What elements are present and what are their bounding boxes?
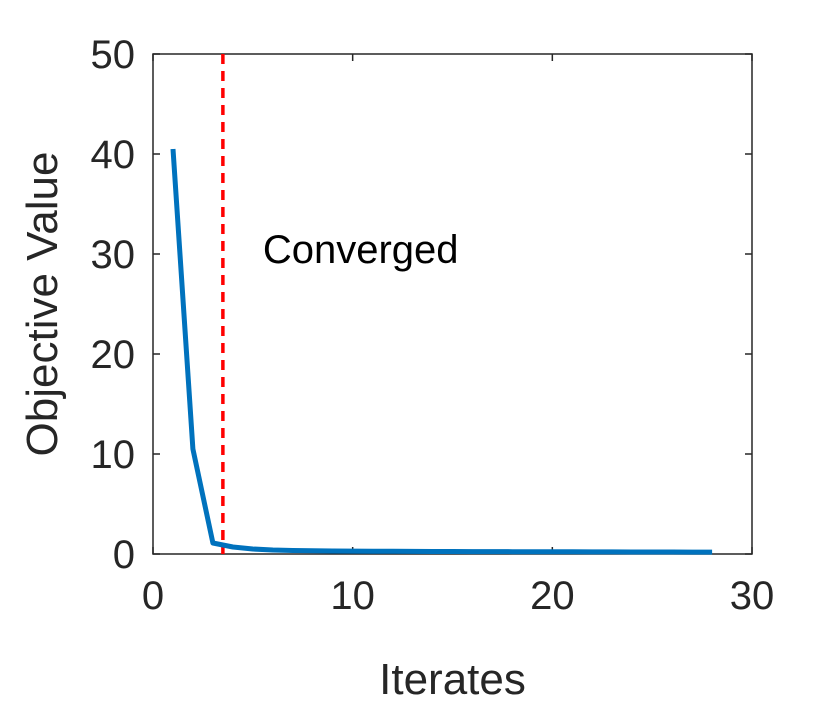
y-tick-label: 40 <box>91 133 136 177</box>
y-axis-label: Objective Value <box>18 152 67 457</box>
x-tick-label: 0 <box>142 574 164 618</box>
y-tick-label: 0 <box>113 533 135 577</box>
x-axis-label: Iterates <box>379 655 526 704</box>
y-tick-label: 50 <box>91 33 136 77</box>
y-tick-label: 30 <box>91 233 136 277</box>
objective-series-line <box>170 148 713 555</box>
plot-area-frame <box>152 53 753 555</box>
x-tick-label: 10 <box>330 574 375 618</box>
x-tick-label: 30 <box>730 574 775 618</box>
y-tick-label: 10 <box>91 433 136 477</box>
y-tick-label: 20 <box>91 333 136 377</box>
converged-annotation: Converged <box>263 228 459 272</box>
x-tick-label: 20 <box>530 574 575 618</box>
